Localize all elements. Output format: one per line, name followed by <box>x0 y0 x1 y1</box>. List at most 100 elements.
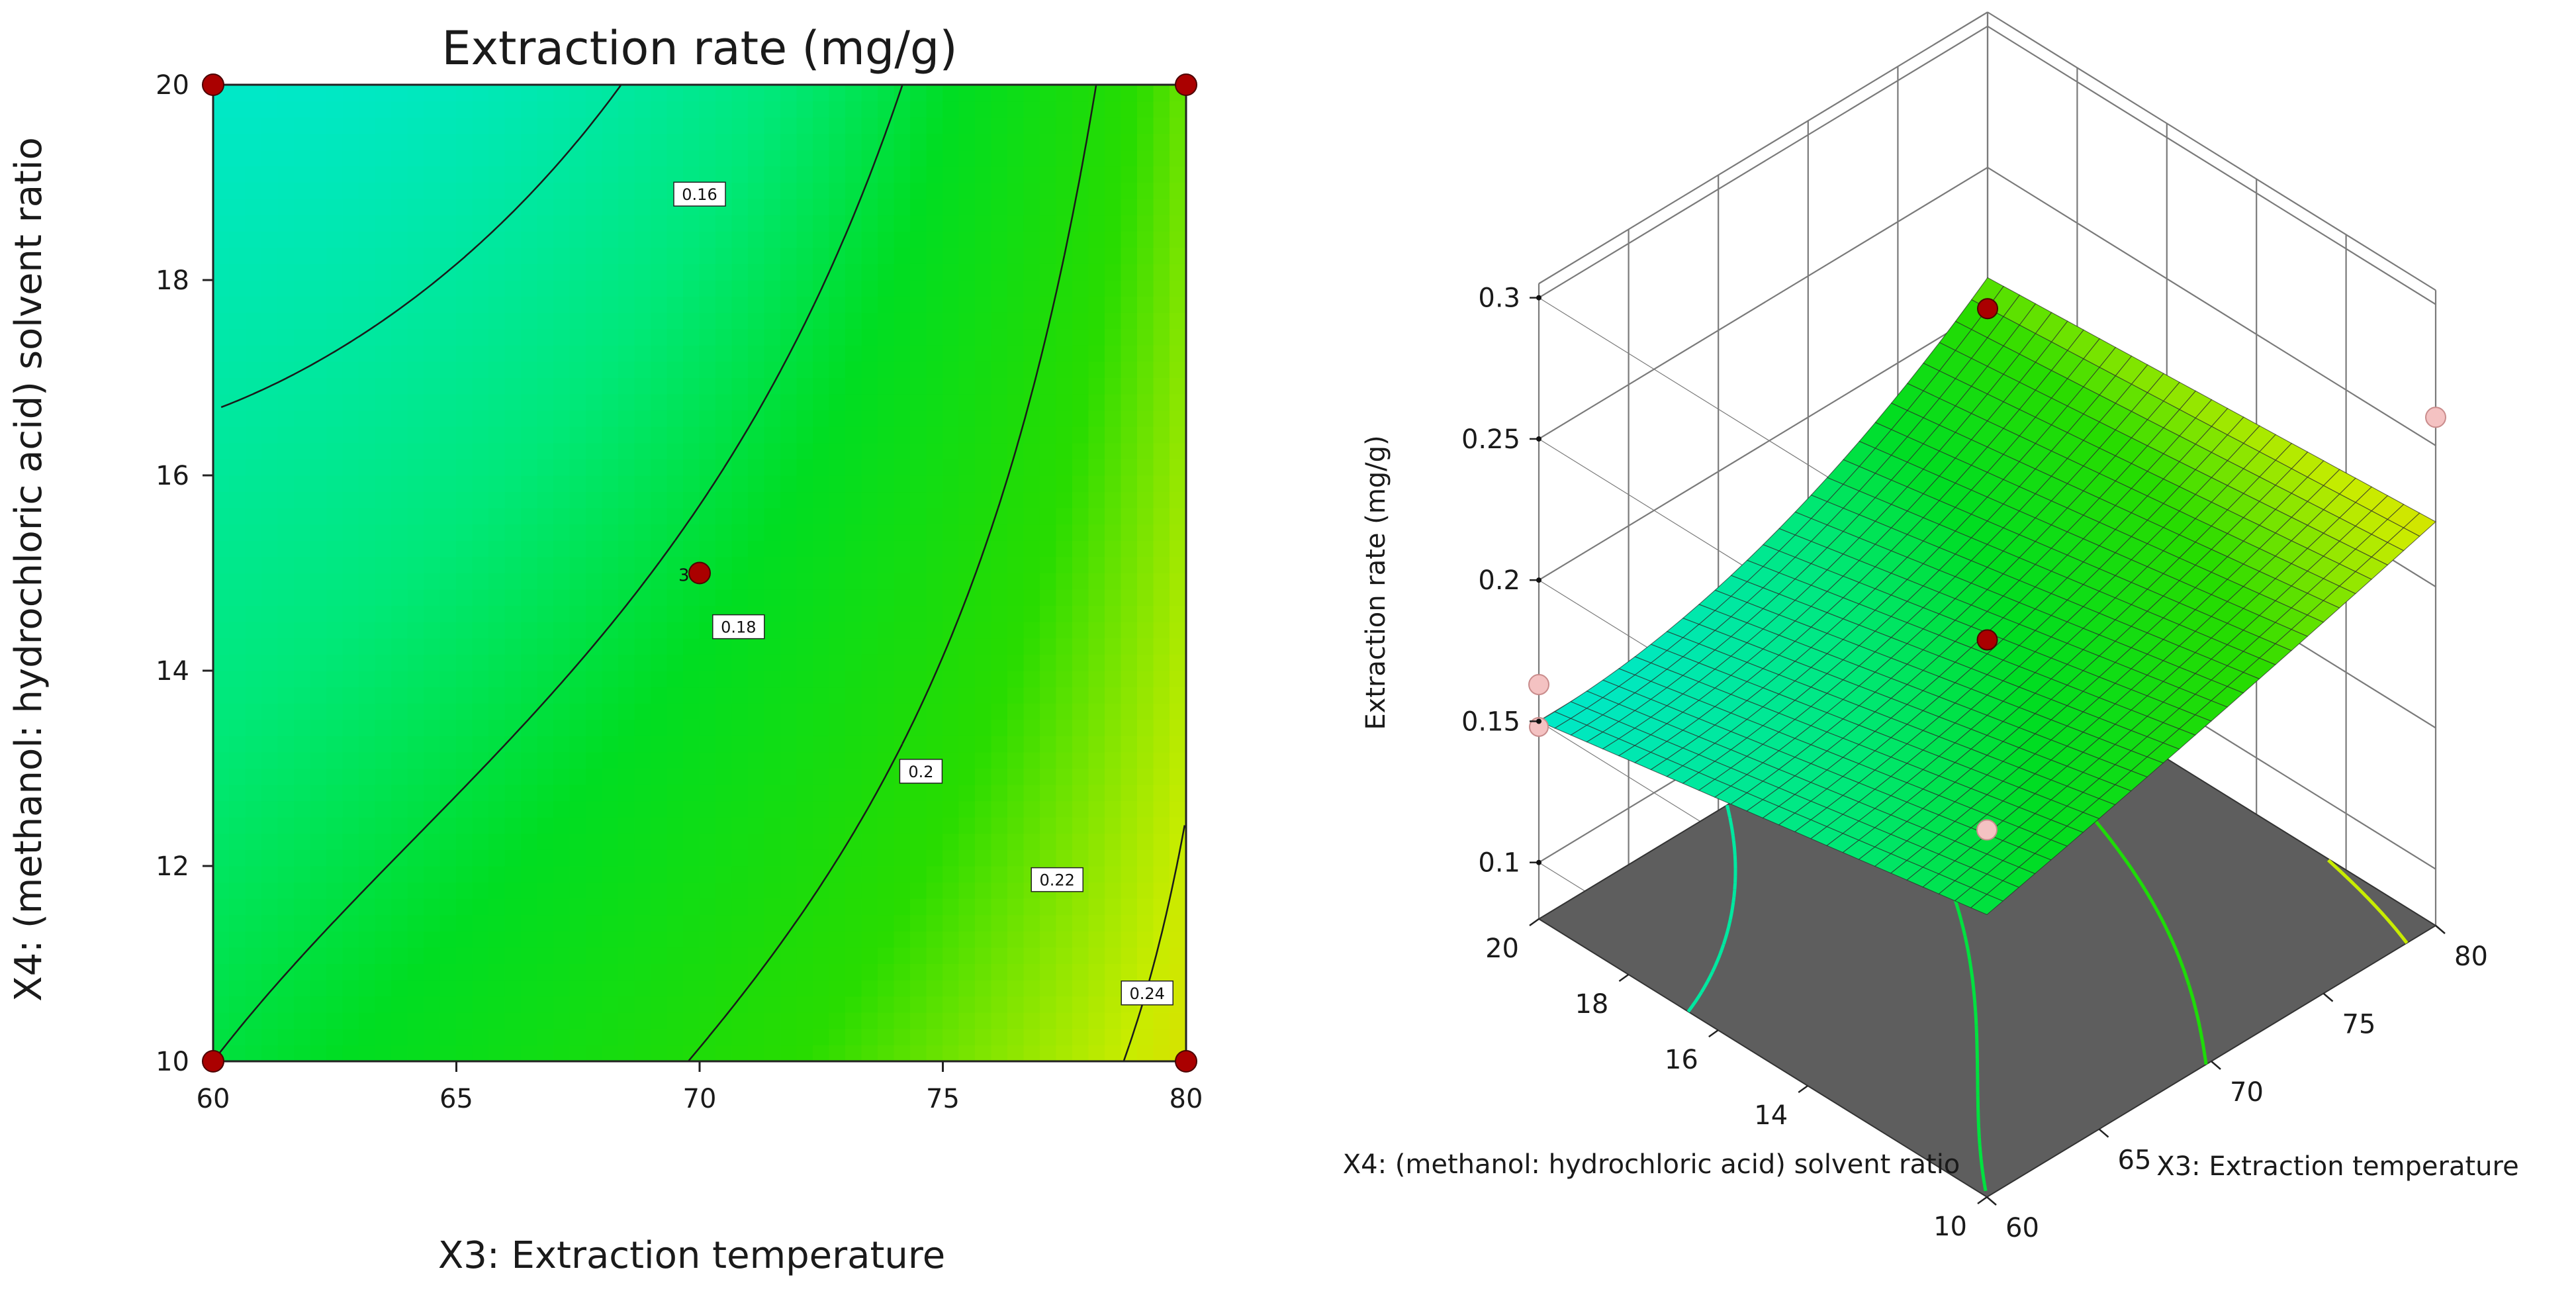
heat-cell <box>1072 800 1089 818</box>
heat-cell <box>878 751 895 769</box>
heat-cell <box>359 849 376 867</box>
heat-cell <box>375 458 392 476</box>
heat-cell <box>521 898 538 916</box>
heat-cell <box>294 914 311 932</box>
heat-cell <box>1056 377 1073 395</box>
heat-cell <box>618 963 635 981</box>
heat-cell <box>424 784 441 802</box>
heat-cell <box>1023 328 1040 346</box>
heat-cell <box>504 784 522 802</box>
heat-cell <box>910 865 927 883</box>
heat-cell <box>229 458 246 476</box>
heat-cell <box>764 849 781 867</box>
heat-cell <box>748 768 765 785</box>
heat-cell <box>424 768 441 785</box>
heat-cell <box>958 85 976 102</box>
heat-cell <box>910 198 927 216</box>
heat-cell <box>991 751 1008 769</box>
heat-cell <box>1088 800 1105 818</box>
heat-cell <box>245 133 262 150</box>
heat-cell <box>894 393 911 411</box>
heat-cell <box>375 702 392 720</box>
heat-cell <box>780 279 798 297</box>
heat-cell <box>375 556 392 573</box>
heat-cell <box>634 687 651 704</box>
heat-cell <box>651 947 668 964</box>
heat-cell <box>439 979 457 997</box>
heat-cell <box>1023 573 1040 590</box>
heat-cell <box>229 947 246 964</box>
heat-cell <box>1040 149 1057 167</box>
heat-cell <box>342 85 359 102</box>
heat-cell <box>878 247 895 264</box>
heat-cell <box>1088 230 1105 248</box>
heat-cell <box>375 573 392 590</box>
heat-cell <box>342 279 359 297</box>
heat-cell <box>439 702 457 720</box>
heat-cell <box>618 670 635 688</box>
heat-cell <box>731 540 749 557</box>
heat-cell <box>651 247 668 264</box>
heat-cell <box>375 719 392 736</box>
heat-cell <box>1007 410 1025 427</box>
heat-cell <box>878 215 895 232</box>
heat-cell <box>845 589 862 606</box>
heat-cell <box>1088 1012 1105 1030</box>
heat-cell <box>342 865 359 883</box>
heat-cell <box>861 833 878 850</box>
heat-cell <box>1170 573 1186 590</box>
heat-cell <box>1007 230 1025 248</box>
heat-cell <box>667 849 684 867</box>
heat-cell <box>943 833 960 850</box>
heat-cell <box>277 996 295 1013</box>
heat-cell <box>424 377 441 395</box>
heat-cell <box>504 182 522 199</box>
heat-cell <box>667 117 684 134</box>
heat-cell <box>910 849 927 867</box>
heat-cell <box>813 849 830 867</box>
heat-cell <box>910 458 927 476</box>
heat-cell <box>618 296 635 313</box>
heat-cell <box>391 540 408 557</box>
heat-cell <box>424 247 441 264</box>
heat-cell <box>894 296 911 313</box>
heat-cell <box>521 1012 538 1030</box>
heat-cell <box>1121 198 1138 216</box>
heat-cell <box>731 833 749 850</box>
heat-cell <box>1153 670 1170 688</box>
heat-cell <box>634 996 651 1013</box>
x4-tick-label-16: 16 <box>1665 1045 1698 1075</box>
surface-design-point <box>1529 716 1549 737</box>
heat-cell <box>1170 735 1186 753</box>
heat-cell <box>472 101 489 118</box>
wall-top-edge <box>1538 11 1988 285</box>
heat-cell <box>1056 849 1073 867</box>
heat-cell <box>1056 687 1073 704</box>
heat-cell <box>229 702 246 720</box>
heat-cell <box>1137 865 1154 883</box>
heat-cell <box>683 117 700 134</box>
heat-cell <box>586 101 603 118</box>
heat-cell <box>424 182 441 199</box>
heat-cell <box>618 573 635 590</box>
heat-cell <box>277 85 295 102</box>
heat-cell <box>1170 784 1186 802</box>
heat-cell <box>424 947 441 964</box>
heat-cell <box>391 328 408 346</box>
heat-cell <box>326 279 344 297</box>
heat-cell <box>813 865 830 883</box>
heat-cell <box>326 442 344 459</box>
heat-cell <box>943 768 960 785</box>
heat-cell <box>1105 589 1122 606</box>
heat-cell <box>894 605 911 622</box>
heat-cell <box>943 524 960 541</box>
heat-cell <box>569 279 586 297</box>
heat-cell <box>521 849 538 867</box>
heat-cell <box>1072 475 1089 493</box>
heat-cell <box>245 475 262 493</box>
heat-cell <box>456 996 473 1013</box>
heat-cell <box>1105 996 1122 1013</box>
heat-cell <box>796 85 813 102</box>
heat-cell <box>602 638 619 655</box>
heat-cell <box>407 1012 424 1030</box>
